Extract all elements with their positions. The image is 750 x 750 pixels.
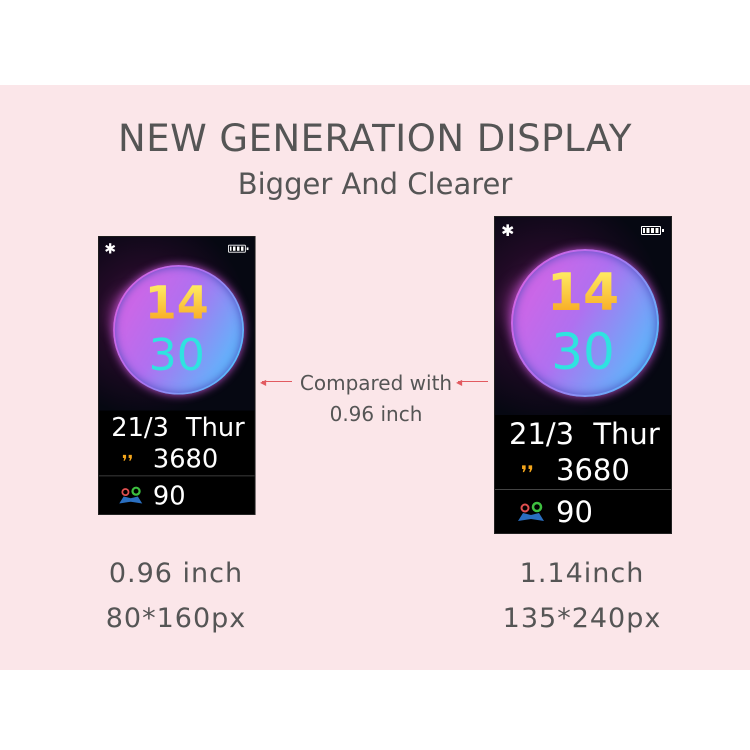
battery-icon <box>641 226 664 235</box>
arrow-right <box>458 381 488 382</box>
watch-face-art <box>495 217 671 415</box>
bluetooth-icon: ✱ <box>501 221 515 240</box>
large-size-label: 1.14inch <box>519 558 645 589</box>
divider <box>495 489 671 490</box>
large-display: ✱ 14 30 21/3 Thur ❜❜ 3680 90 <box>494 216 672 534</box>
comparison-line2: 0.96 inch <box>329 402 423 426</box>
hour: 14 <box>99 281 255 327</box>
map-icon <box>518 501 544 521</box>
small-display: ✱ 14 30 21/3 Thur ❜❜ 3680 90 <box>98 236 256 515</box>
page-subtitle: Bigger And Clearer <box>237 167 513 201</box>
arrow-left-head: ◀ <box>260 378 267 387</box>
distance: 90 <box>556 495 593 529</box>
ring <box>113 265 244 395</box>
footsteps-icon: ❜❜ <box>521 461 534 485</box>
hour: 14 <box>495 267 671 319</box>
small-size-label: 0.96 inch <box>108 558 244 589</box>
watch-face-art <box>98 236 255 411</box>
comparison-line1: Compared with <box>299 371 453 395</box>
minute: 30 <box>551 323 615 381</box>
footsteps-icon: ❜❜ <box>121 450 134 472</box>
date: 21/3 Thur <box>509 417 660 451</box>
bluetooth-icon: ✱ <box>104 240 117 258</box>
small-resolution-label: 80*160px <box>105 603 247 634</box>
arrow-right-head: ◀ <box>456 378 463 387</box>
ring <box>511 249 659 397</box>
battery-icon <box>228 244 249 253</box>
arrow-left <box>262 381 292 382</box>
divider <box>98 475 255 477</box>
date: 21/3 Thur <box>111 412 245 443</box>
page-title: NEW GENERATION DISPLAY <box>118 117 632 160</box>
distance: 90 <box>152 480 186 511</box>
minute: 30 <box>148 329 205 381</box>
steps: 3680 <box>152 443 219 474</box>
comparison-label: Compared with 0.96 inch <box>260 368 492 430</box>
map-icon <box>119 486 143 504</box>
steps: 3680 <box>556 453 630 487</box>
large-resolution-label: 135*240px <box>502 603 662 634</box>
